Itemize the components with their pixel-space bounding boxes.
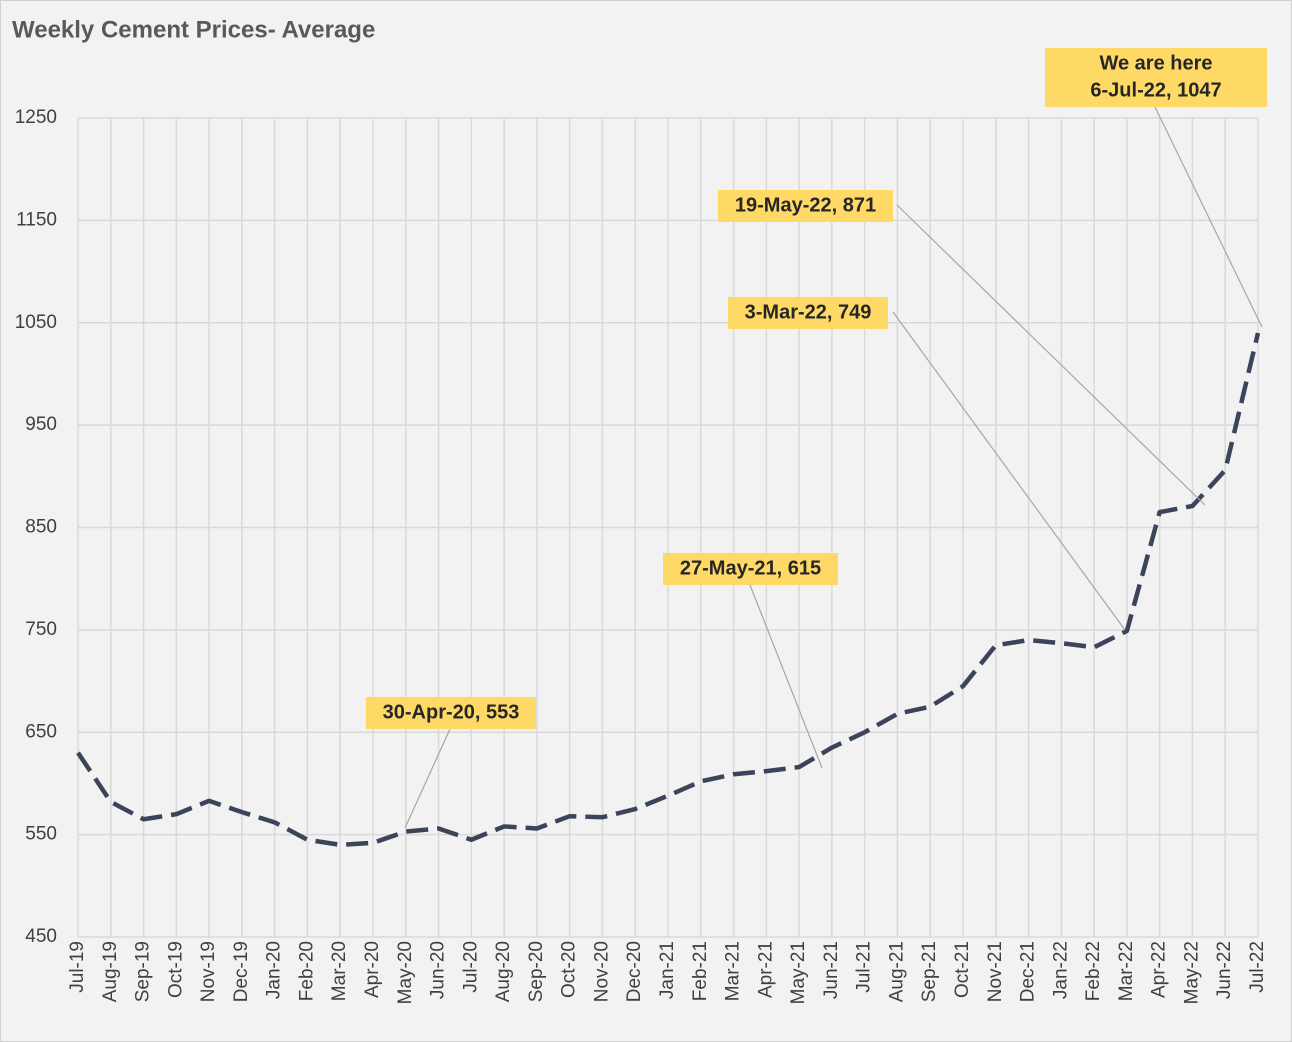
x-tick-label: Aug-19 <box>100 941 121 1002</box>
x-tick-label: Jun-20 <box>428 941 449 999</box>
annotation-box <box>1045 48 1267 107</box>
x-tick-label: Aug-21 <box>886 941 907 1002</box>
y-tick-label: 850 <box>25 517 57 538</box>
x-tick-label: Jun-22 <box>1214 941 1235 999</box>
x-tick-label: Jul-22 <box>1247 941 1268 993</box>
y-tick-label: 750 <box>25 619 57 640</box>
leader-line <box>749 584 823 769</box>
x-tick-label: Jun-21 <box>821 941 842 999</box>
x-tick-label: Nov-21 <box>985 941 1006 1002</box>
x-tick-label: Mar-21 <box>723 941 744 1001</box>
x-tick-label: Jan-22 <box>1050 941 1071 999</box>
annotation-text: We are here <box>1099 52 1212 74</box>
x-tick-label: Jul-19 <box>67 941 88 993</box>
annotation-text: 3-Mar-22, 749 <box>745 301 872 323</box>
x-tick-label: Dec-20 <box>624 941 645 1002</box>
chart-title: Weekly Cement Prices- Average <box>12 16 375 43</box>
y-tick-label: 450 <box>25 926 57 947</box>
y-tick-label: 1150 <box>16 209 57 230</box>
x-tick-label: Apr-21 <box>755 941 776 998</box>
x-tick-label: Oct-19 <box>165 941 186 998</box>
y-tick-label: 950 <box>25 414 57 435</box>
y-tick-label: 550 <box>25 824 57 845</box>
x-tick-label: Jul-20 <box>460 941 481 993</box>
x-tick-label: Nov-20 <box>591 941 612 1002</box>
annotation-box <box>718 190 893 222</box>
x-tick-label: Apr-22 <box>1149 941 1170 998</box>
x-tick-label: Dec-19 <box>231 941 252 1002</box>
x-tick-label: Feb-20 <box>296 941 317 1001</box>
annotation-text: 30-Apr-20, 553 <box>383 701 520 723</box>
x-tick-label: Aug-20 <box>493 941 514 1002</box>
x-tick-label: Oct-21 <box>952 941 973 998</box>
annotation-box <box>366 697 536 729</box>
x-tick-label: May-20 <box>395 941 416 1004</box>
leader-line <box>404 728 451 829</box>
x-tick-label: Jul-21 <box>854 941 875 993</box>
x-tick-label: Nov-19 <box>198 941 219 1002</box>
leader-line <box>1154 106 1263 328</box>
leader-line <box>892 311 1126 631</box>
x-tick-label: Mar-22 <box>1116 941 1137 1001</box>
annotation-box <box>728 297 888 329</box>
x-tick-label: Sep-19 <box>133 941 154 1002</box>
x-tick-label: May-22 <box>1181 941 1202 1004</box>
annotation-text: 6-Jul-22, 1047 <box>1090 79 1221 101</box>
x-tick-label: Oct-20 <box>559 941 580 998</box>
x-tick-label: Sep-20 <box>526 941 547 1002</box>
data-line <box>76 332 1261 848</box>
x-tick-label: Dec-21 <box>1018 941 1039 1002</box>
x-tick-label: Mar-20 <box>329 941 350 1001</box>
x-tick-label: Jan-21 <box>657 941 678 999</box>
y-tick-label: 1250 <box>15 107 57 128</box>
x-tick-label: Feb-21 <box>690 941 711 1001</box>
annotation-text: 19-May-22, 871 <box>735 194 876 216</box>
x-tick-label: Apr-20 <box>362 941 383 998</box>
leader-line <box>896 204 1206 506</box>
x-tick-label: Jan-20 <box>264 941 285 999</box>
x-tick-label: Feb-22 <box>1083 941 1104 1001</box>
annotation-text: 27-May-21, 615 <box>680 557 821 579</box>
x-tick-label: Sep-21 <box>919 941 940 1002</box>
x-tick-label: May-21 <box>788 941 809 1004</box>
y-tick-label: 1050 <box>15 312 57 333</box>
y-tick-label: 650 <box>25 721 57 742</box>
annotation-box <box>663 553 838 585</box>
